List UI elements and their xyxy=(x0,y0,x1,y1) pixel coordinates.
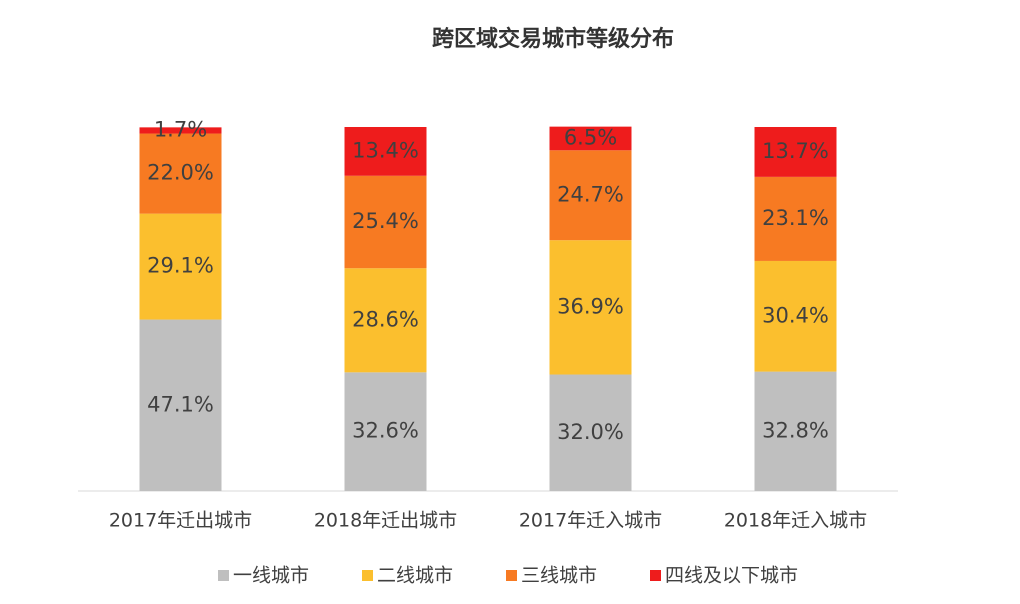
data-label: 25.4% xyxy=(352,209,419,233)
data-label: 32.0% xyxy=(557,420,624,444)
data-label: 32.6% xyxy=(352,419,419,443)
legend-swatch xyxy=(650,570,661,581)
bar-segment xyxy=(139,127,222,134)
data-label: 32.8% xyxy=(762,418,829,442)
bar-segment xyxy=(139,213,222,320)
bar-segment xyxy=(139,133,222,214)
data-label: 13.7% xyxy=(762,139,829,163)
legend-label: 一线城市 xyxy=(233,565,309,587)
bar-segment xyxy=(754,371,837,491)
x-tick-label: 2018年迁入城市 xyxy=(724,510,867,532)
data-label: 13.4% xyxy=(352,138,419,162)
bar-segment xyxy=(549,374,632,491)
data-label: 28.6% xyxy=(352,307,419,331)
data-label: 22.0% xyxy=(147,161,214,185)
bar-segment xyxy=(344,175,427,269)
x-tick-label: 2018年迁出城市 xyxy=(314,510,457,532)
bar-segment xyxy=(344,127,427,176)
legend-swatch xyxy=(506,570,517,581)
bar-segment xyxy=(139,319,222,491)
bar-segment xyxy=(549,126,632,151)
bar-segment xyxy=(754,260,837,372)
data-label: 1.7% xyxy=(154,117,207,141)
data-label: 23.1% xyxy=(762,206,829,230)
data-label: 6.5% xyxy=(564,125,617,149)
data-label: 36.9% xyxy=(557,294,624,318)
legend-swatch xyxy=(218,570,229,581)
bar-segment xyxy=(549,150,632,241)
bar-segment xyxy=(754,176,837,261)
legend-label: 三线城市 xyxy=(521,565,597,587)
bar-segment xyxy=(344,372,427,491)
bar-segment xyxy=(549,240,632,375)
bar-segment xyxy=(344,268,427,373)
legend-swatch xyxy=(362,570,373,581)
data-label: 30.4% xyxy=(762,303,829,327)
x-tick-label: 2017年迁出城市 xyxy=(109,510,252,532)
chart-title: 跨区域交易城市等级分布 xyxy=(432,26,674,52)
legend-label: 二线城市 xyxy=(377,565,453,587)
bar-segment xyxy=(754,127,837,177)
data-label: 24.7% xyxy=(557,182,624,206)
x-tick-label: 2017年迁入城市 xyxy=(519,510,662,532)
data-label: 47.1% xyxy=(147,392,214,416)
legend-label: 四线及以下城市 xyxy=(665,565,798,587)
data-label: 29.1% xyxy=(147,254,214,278)
